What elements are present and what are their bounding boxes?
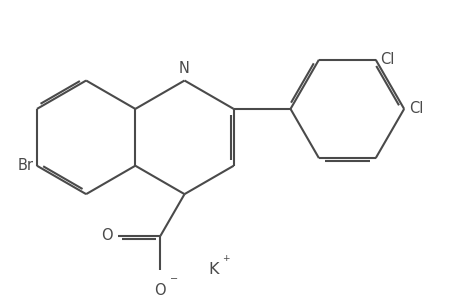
Text: N: N: [179, 61, 190, 76]
Text: +: +: [221, 254, 229, 263]
Text: Cl: Cl: [380, 52, 394, 67]
Text: Br: Br: [17, 158, 33, 173]
Text: Cl: Cl: [408, 101, 422, 116]
Text: O: O: [154, 283, 166, 298]
Text: O: O: [101, 228, 113, 243]
Text: −: −: [169, 274, 178, 284]
Text: K: K: [207, 262, 218, 277]
